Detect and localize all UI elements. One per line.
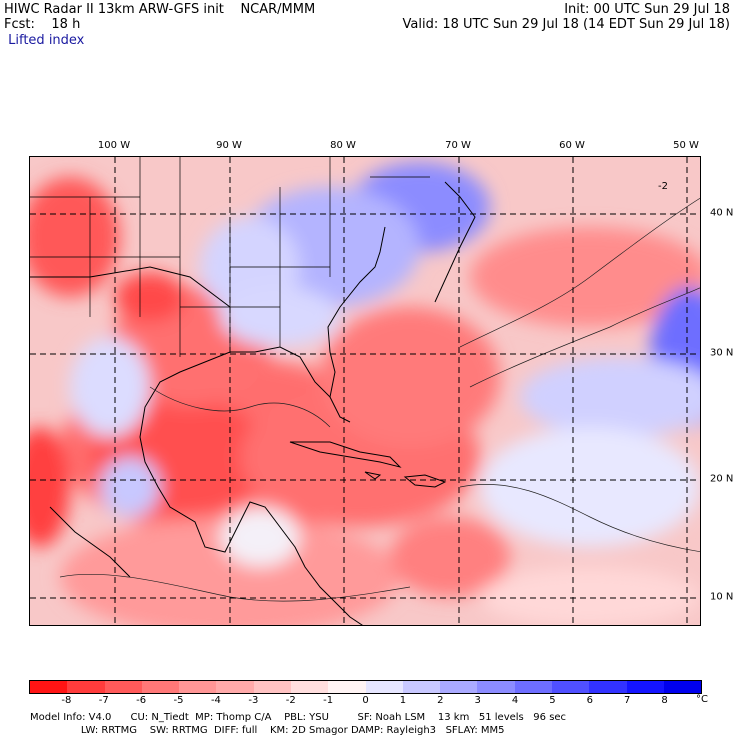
- lon-label-100w: 100 W: [97, 140, 131, 151]
- lon-label-80w: 80 W: [330, 140, 356, 151]
- map-canvas: -2: [30, 157, 700, 625]
- lat-label-10n: 10 N: [710, 591, 734, 603]
- colorbar-tick-label: -1: [323, 695, 334, 706]
- model-info-line1: Model Info: V4.0 CU: N_Tiedt MP: Thomp C…: [30, 712, 567, 723]
- colorbar-swatch: [30, 681, 68, 693]
- colorbar-tick-label: -7: [98, 695, 109, 706]
- colorbar-swatch: [402, 681, 441, 693]
- colorbar-tick-label: -6: [136, 695, 147, 706]
- colorbar-tick-label: -2: [285, 695, 296, 706]
- colorbar-swatch: [589, 681, 627, 693]
- colorbar-swatch: [253, 681, 291, 693]
- colorbar-tick-label: -8: [61, 695, 72, 706]
- lon-label-90w: 90 W: [216, 140, 242, 151]
- colorbar-swatch: [328, 681, 366, 693]
- forecast-hour: Fcst: 18 h: [4, 17, 81, 32]
- colorbar-tick-label: 6: [586, 695, 594, 706]
- colorbar-unit: °C: [696, 694, 708, 705]
- contour-label: -2: [658, 181, 668, 192]
- lon-label-50w: 50 W: [673, 140, 699, 151]
- colorbar-tick-label: 7: [624, 695, 631, 706]
- colorbar-swatch: [67, 681, 105, 693]
- lat-label-30n: 30 N: [710, 347, 734, 359]
- colorbar-tick-label: 5: [549, 695, 556, 706]
- lat-label-20n: 20 N: [710, 473, 734, 485]
- coastlines: [30, 181, 476, 625]
- colorbar-swatch: [141, 681, 180, 693]
- colorbar-tick-label: -4: [210, 695, 221, 706]
- lon-label-60w: 60 W: [559, 140, 585, 151]
- color-scale-bar: [29, 680, 702, 694]
- lon-label-70w: 70 W: [445, 140, 471, 151]
- colorbar-swatch: [663, 681, 702, 693]
- valid-time: Valid: 18 UTC Sun 29 Jul 18 (14 EDT Sun …: [402, 17, 730, 32]
- lifted-index-map: -2: [29, 156, 701, 626]
- colorbar-swatch: [440, 681, 478, 693]
- colorbar-tick-label: 3: [474, 695, 481, 706]
- colorbar-tick-label: 1: [399, 695, 407, 706]
- colorbar-swatch: [365, 681, 403, 693]
- colorbar-swatch: [179, 681, 217, 693]
- colorbar-tick-label: -5: [173, 695, 184, 706]
- colorbar-swatch: [626, 681, 664, 693]
- colorbar-tick-label: 8: [661, 695, 668, 706]
- model-title: HIWC Radar II 13km ARW-GFS init NCAR/MMM: [4, 2, 316, 17]
- lat-lon-grid: [30, 157, 700, 625]
- colorbar-swatch: [216, 681, 254, 693]
- colorbar-swatch: [477, 681, 515, 693]
- colorbar-swatch: [514, 681, 552, 693]
- colorbar-tick-label: 2: [437, 695, 444, 706]
- model-info-line2: LW: RRTMG SW: RRTMG DIFF: full KM: 2D Sm…: [30, 725, 505, 736]
- colorbar-swatch: [290, 681, 329, 693]
- init-time: Init: 00 UTC Sun 29 Jul 18: [564, 2, 730, 17]
- colorbar-swatch: [551, 681, 590, 693]
- colorbar-swatch: [104, 681, 142, 693]
- field-name: Lifted index: [4, 33, 85, 48]
- colorbar-tick-label: 0: [362, 695, 369, 706]
- lat-label-40n: 40 N: [710, 207, 734, 219]
- colorbar-tick-label: 4: [511, 695, 519, 706]
- colorbar-tick-label: -3: [248, 695, 259, 706]
